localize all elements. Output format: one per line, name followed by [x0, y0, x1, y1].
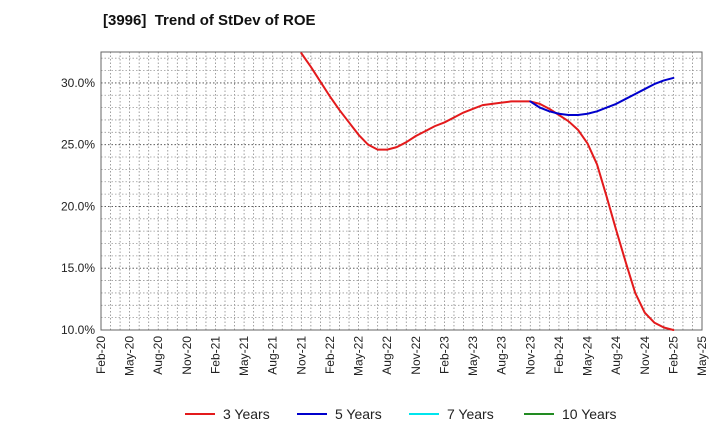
plot-frame	[100, 51, 703, 331]
axis-layer: 10.0% 15.0% 20.0% 25.0% 30.0% Feb-20 May-20 Aug…	[61, 51, 709, 376]
x-tick-label: Nov-21	[294, 336, 308, 375]
x-tick-label: Feb-24	[552, 336, 566, 374]
x-tick-label: Feb-20	[94, 336, 108, 374]
x-tick-label: Aug-23	[495, 336, 509, 375]
x-tick-label: Nov-20	[180, 336, 194, 375]
x-tick-label: May-23	[466, 336, 480, 376]
x-tick-label: May-24	[581, 336, 595, 376]
x-tick-label: Feb-25	[666, 336, 680, 374]
series-line	[529, 76, 675, 117]
legend-label: 10 Years	[562, 406, 617, 422]
y-tick-label: 10.0%	[61, 323, 95, 337]
x-tick-label: Aug-22	[380, 336, 394, 375]
x-tick-label: Aug-24	[609, 336, 623, 375]
series-layer	[300, 52, 675, 331]
x-tick-label: Aug-20	[151, 336, 165, 375]
x-tick-label: Nov-24	[638, 336, 652, 375]
series-line	[300, 52, 675, 331]
y-tick-label: 20.0%	[61, 199, 95, 213]
y-tick-label: 15.0%	[61, 261, 95, 275]
x-tick-label: May-22	[352, 336, 366, 376]
legend: 3 Years 5 Years 7 Years 10 Years	[185, 406, 617, 422]
x-tick-label: Nov-23	[523, 336, 537, 375]
legend-label: 5 Years	[335, 406, 382, 422]
legend-label: 3 Years	[223, 406, 270, 422]
x-tick-label: Feb-21	[208, 336, 222, 374]
x-tick-label: Nov-22	[409, 336, 423, 375]
y-tick-label: 25.0%	[61, 138, 95, 152]
x-tick-label: Aug-21	[266, 336, 280, 375]
chart-title: [3996] Trend of StDev of ROE	[103, 12, 316, 29]
x-tick-label: Feb-23	[437, 336, 451, 374]
x-tick-label: May-21	[237, 336, 251, 376]
x-tick-label: May-25	[695, 336, 709, 376]
legend-label: 7 Years	[447, 406, 494, 422]
y-tick-label: 30.0%	[61, 76, 95, 90]
x-tick-label: Feb-22	[323, 336, 337, 374]
x-tick-label: May-20	[123, 336, 137, 376]
grid-layer	[101, 52, 702, 330]
